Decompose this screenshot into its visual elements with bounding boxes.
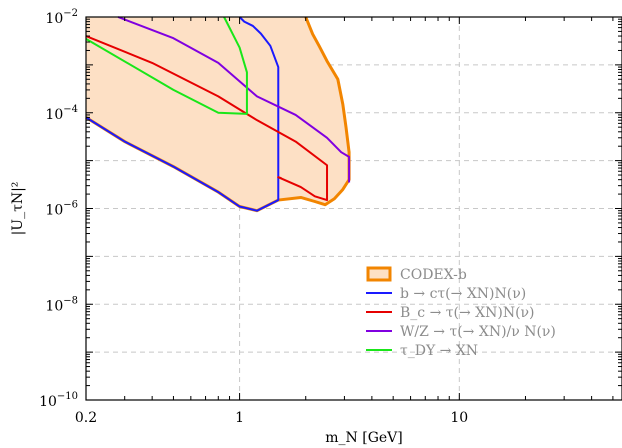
y-tick-label: 10−4	[45, 104, 78, 123]
legend-swatch-codex-b	[366, 266, 392, 282]
legend: CODEX-b b → cτ(→ XN)N(ν) B_c → τ(→ XN)N(ν)…	[366, 266, 556, 359]
codex-b-fill	[86, 17, 350, 211]
y-tick-label: 10−6	[45, 200, 78, 219]
series-line-2	[117, 16, 351, 183]
legend-label: τ_DY → XN	[400, 343, 478, 359]
legend-label: b → cτ(→ XN)N(ν)	[400, 286, 526, 302]
x-axis-title: m_N [GeV]	[325, 430, 402, 446]
axis-ticks	[85, 16, 622, 401]
y-tick-label: 10−8	[45, 295, 78, 314]
series-lines	[85, 16, 351, 212]
y-tick-label: 10−10	[39, 391, 78, 410]
y-tick-label: 10−2	[45, 8, 78, 27]
series-line-1	[85, 35, 329, 202]
legend-label: B_c → τ(→ XN)N(ν)	[400, 305, 535, 321]
x-tick-label: 0.2	[75, 410, 97, 426]
x-tick-label: 1	[235, 410, 244, 426]
series-line-0	[85, 16, 280, 212]
series-line-3	[85, 16, 248, 115]
codex-b-region	[85, 16, 351, 213]
legend-label: W/Z → τ(→ XN)/ν N(ν)	[400, 324, 556, 340]
x-tick-label: 10	[450, 410, 468, 426]
y-axis-title: |U_τN|²	[10, 182, 26, 236]
tick-labels: 0.2 1 10 10−10 10−8 10−6 10−4 10−2	[39, 8, 468, 426]
legend-label: CODEX-b	[400, 267, 467, 283]
